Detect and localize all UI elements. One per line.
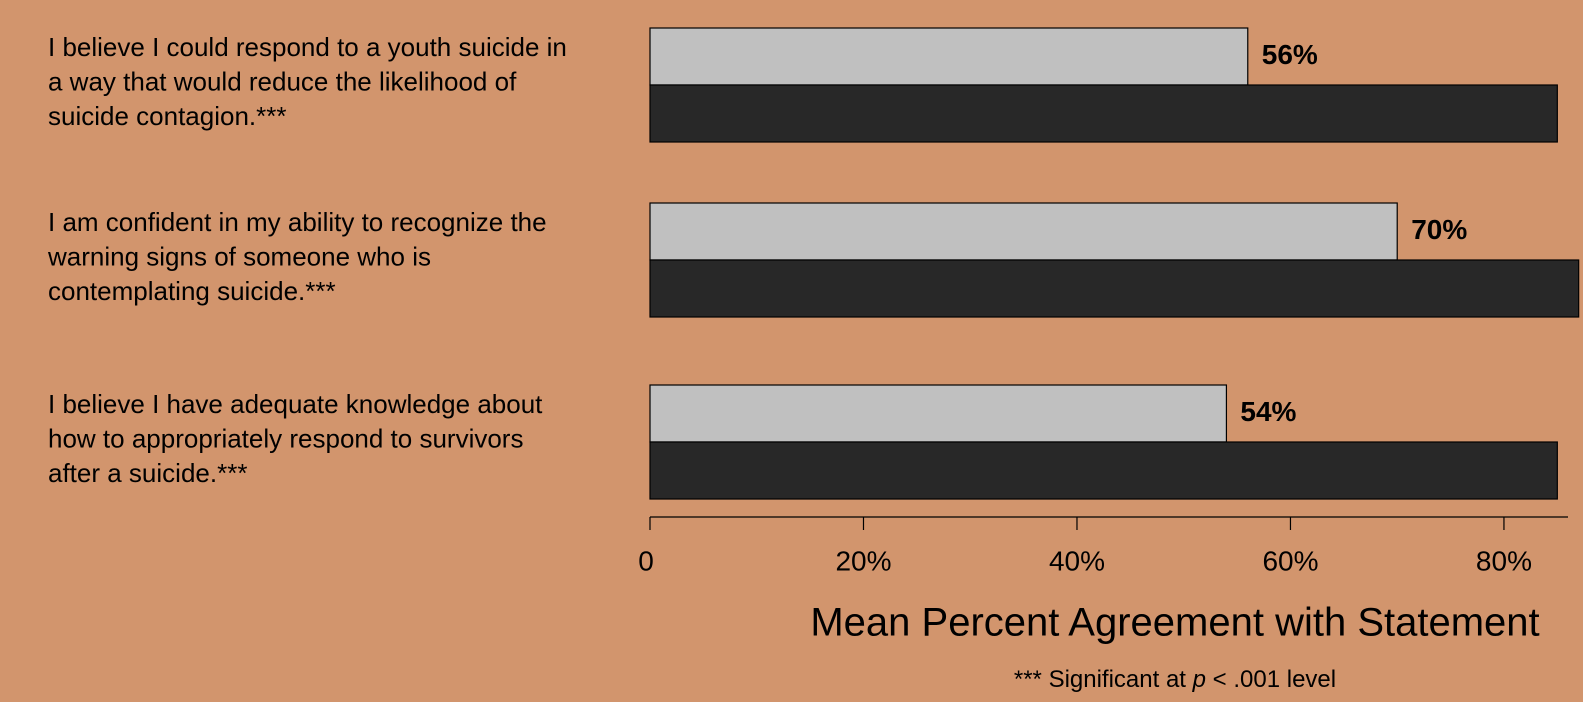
data-label: 70% bbox=[1411, 214, 1467, 245]
x-tick-label: 20% bbox=[835, 545, 891, 576]
category-label: a way that would reduce the likelihood o… bbox=[48, 66, 517, 96]
category-label: contemplating suicide.*** bbox=[48, 276, 336, 306]
data-label: 56% bbox=[1262, 39, 1318, 70]
footnote: *** Significant at p < .001 level bbox=[1014, 666, 1336, 693]
x-tick-label: 60% bbox=[1262, 545, 1318, 576]
category-label: I believe I could respond to a youth sui… bbox=[48, 32, 567, 62]
bar bbox=[649, 202, 1398, 261]
category-label: after a suicide.*** bbox=[48, 458, 247, 488]
category-label: suicide contagion.*** bbox=[48, 101, 287, 131]
category-label: warning signs of someone who is bbox=[47, 241, 431, 271]
bar bbox=[649, 441, 1558, 500]
footnote-text: < .001 level bbox=[1206, 666, 1336, 693]
x-tick-label: 80% bbox=[1476, 545, 1532, 576]
category-label: I believe I have adequate knowledge abou… bbox=[48, 389, 543, 419]
x-tick-label: 0 bbox=[638, 545, 654, 576]
bar bbox=[649, 27, 1249, 86]
category-label: how to appropriately respond to survivor… bbox=[48, 423, 523, 453]
x-axis-title: Mean Percent Agreement with Statement bbox=[810, 601, 1539, 645]
bar bbox=[649, 384, 1228, 443]
category-label: I am confident in my ability to recogniz… bbox=[48, 207, 547, 237]
x-tick-label: 40% bbox=[1049, 545, 1105, 576]
footnote-text: p bbox=[1192, 666, 1206, 693]
bar bbox=[649, 84, 1558, 143]
footnote-text: *** Significant at bbox=[1014, 666, 1193, 693]
bar bbox=[649, 259, 1580, 318]
data-label: 54% bbox=[1240, 396, 1296, 427]
